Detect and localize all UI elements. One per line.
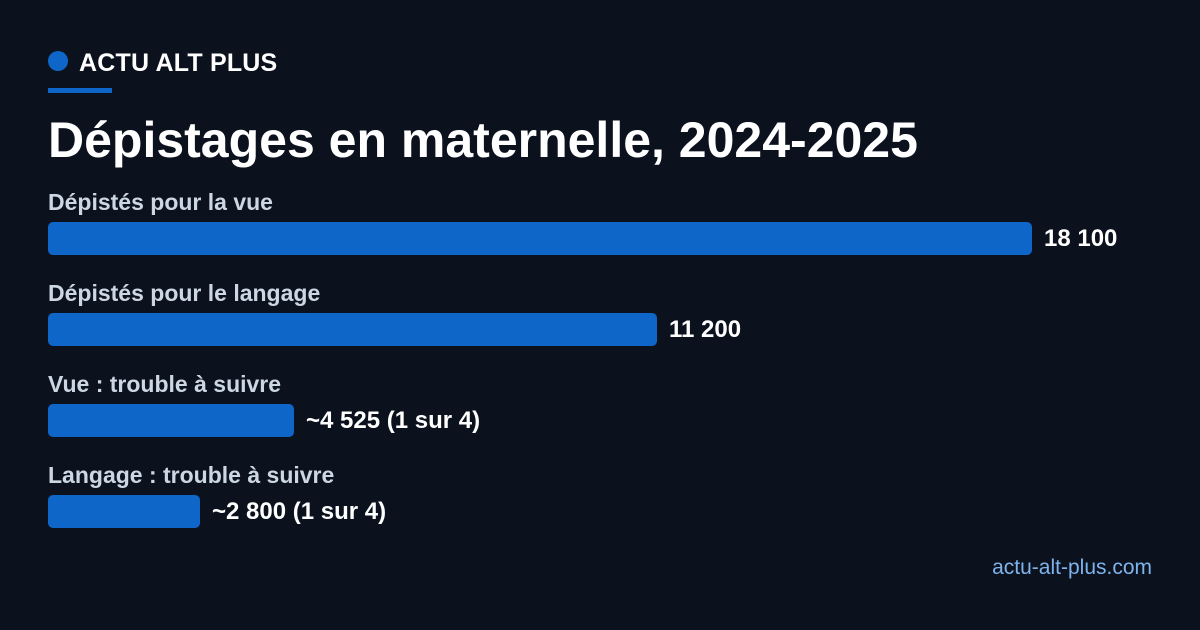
brand-underline	[48, 88, 112, 93]
bar	[48, 313, 657, 346]
bar	[48, 404, 294, 437]
brand-name: ACTU ALT PLUS	[79, 48, 278, 77]
category-label: Vue : trouble à suivre	[48, 371, 282, 397]
value-label: 11 200	[669, 316, 742, 343]
chart-row: Vue : trouble à suivre ~4 525 (1 sur 4)	[48, 366, 1158, 457]
chart-row: Langage : trouble à suivre ~2 800 (1 sur …	[48, 457, 1158, 548]
category-label: Langage : trouble à suivre	[48, 462, 335, 488]
brand: ACTU ALT PLUS	[48, 46, 277, 80]
site-url: actu-alt-plus.com	[992, 556, 1152, 579]
value-label: 18 100	[1044, 225, 1118, 252]
brand-dot-icon	[48, 51, 68, 71]
chart-row: Dépistés pour le langage 11 200	[48, 275, 1158, 366]
value-label: ~4 525 (1 sur 4)	[306, 407, 481, 434]
bar	[48, 222, 1032, 255]
chart-row: Dépistés pour la vue 18 100	[48, 184, 1158, 275]
bar	[48, 495, 200, 528]
category-label: Dépistés pour le langage	[48, 280, 321, 306]
bar-chart: Dépistés pour la vue 18 100 Dépistés pour …	[48, 184, 1158, 548]
chart-title: Dépistages en maternelle, 2024-2025	[48, 112, 918, 168]
value-label: ~2 800 (1 sur 4)	[212, 498, 387, 525]
category-label: Dépistés pour la vue	[48, 189, 273, 215]
